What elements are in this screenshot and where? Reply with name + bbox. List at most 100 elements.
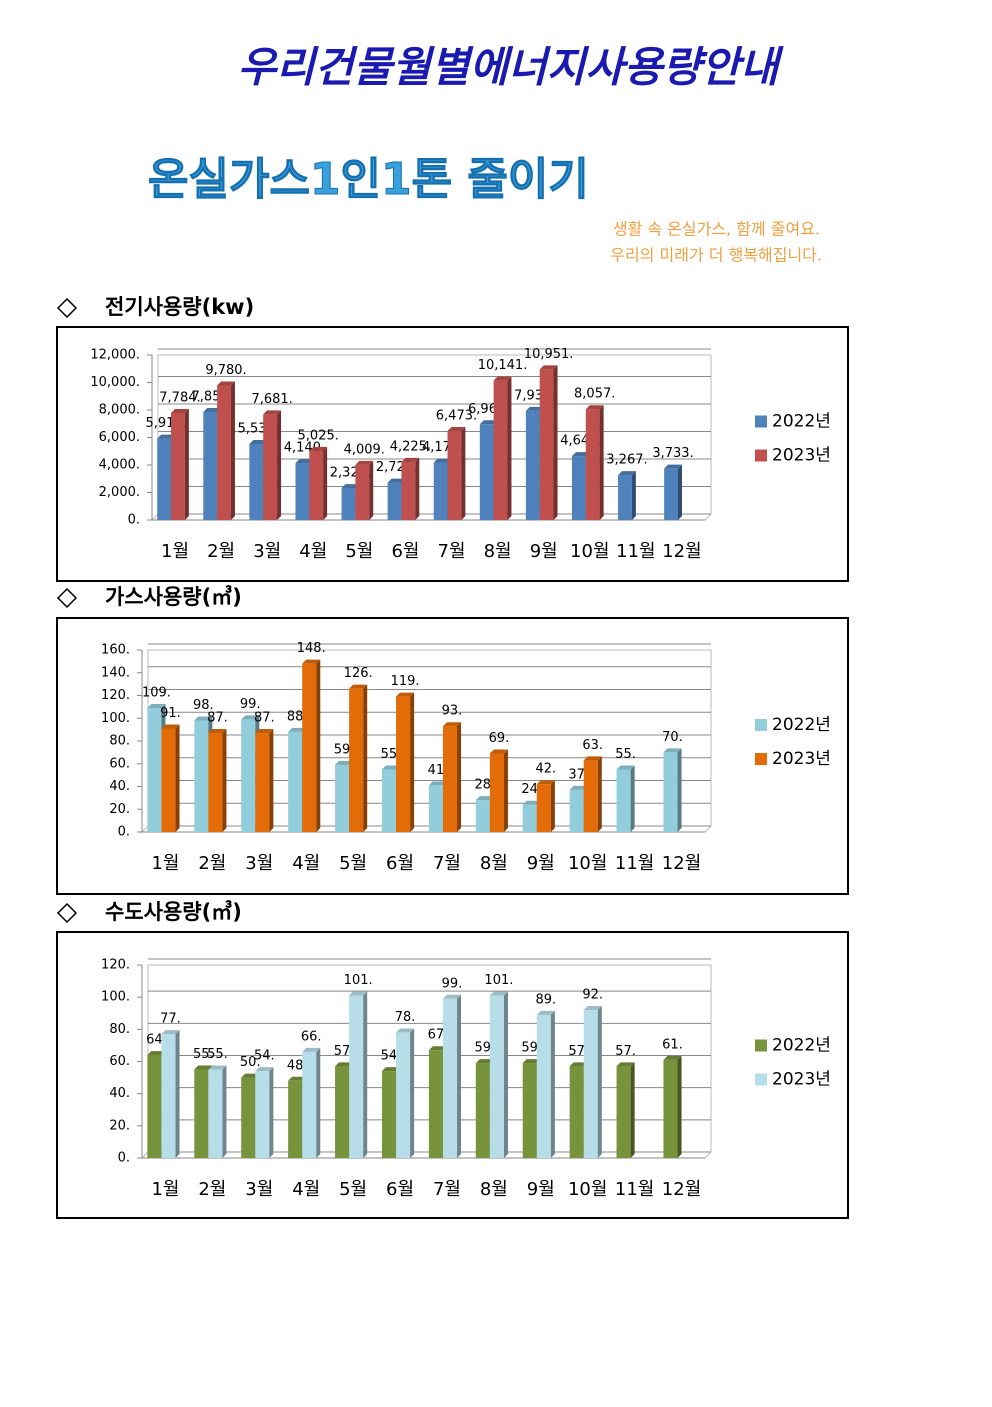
y-tick-label: 0. <box>118 1151 130 1166</box>
y-tick-label: 12,000. <box>90 348 140 363</box>
x-tick-label: 6월 <box>391 541 419 562</box>
bar <box>161 724 180 832</box>
y-tick-label: 100. <box>101 711 130 726</box>
bar <box>302 1047 321 1158</box>
x-tick-label: 1월 <box>151 853 179 874</box>
page-title: 우리건물월별에너지사용량안내 <box>238 43 784 92</box>
value-label: 92. <box>582 988 603 1003</box>
value-label: 7,784. <box>159 390 200 405</box>
x-tick-label: 6월 <box>386 1179 414 1200</box>
y-tick-label: 20. <box>109 1118 130 1133</box>
value-label: 109. <box>142 686 171 701</box>
value-label: 101. <box>484 973 513 988</box>
value-label: 42. <box>535 762 556 777</box>
value-label: 77. <box>160 1012 181 1027</box>
x-tick-label: 8월 <box>484 541 512 562</box>
y-tick-label: 140. <box>101 665 130 680</box>
section-heading: 수도사용량(㎥) <box>105 900 242 924</box>
legend-swatch <box>755 1039 767 1052</box>
x-tick-label: 7월 <box>438 541 466 562</box>
x-tick-label: 10월 <box>568 1179 607 1200</box>
legend-swatch <box>755 719 767 731</box>
y-tick-label: 4,000. <box>99 458 140 473</box>
x-tick-label: 11월 <box>616 541 655 562</box>
x-tick-label: 4월 <box>292 1179 320 1200</box>
x-tick-label: 4월 <box>299 541 327 562</box>
value-label: 93. <box>442 704 463 719</box>
x-tick-label: 7월 <box>433 853 461 874</box>
section-heading: 가스사용량(㎥) <box>105 585 242 609</box>
x-tick-label: 8월 <box>480 1179 508 1200</box>
bar <box>396 692 415 832</box>
x-tick-label: 2월 <box>198 1179 226 1200</box>
y-tick-label: 6,000. <box>99 430 140 445</box>
bar <box>309 446 328 520</box>
bar <box>447 426 466 520</box>
x-tick-label: 4월 <box>292 853 320 874</box>
y-tick-label: 0. <box>118 825 130 840</box>
value-label: 54. <box>254 1049 275 1064</box>
bar <box>536 1010 555 1158</box>
legend-label: 2023년 <box>772 749 831 769</box>
diamond-icon <box>56 902 78 924</box>
bar <box>171 408 189 520</box>
bar <box>442 994 462 1158</box>
value-label: 91. <box>160 706 181 721</box>
value-label: 101. <box>344 973 373 988</box>
x-tick-label: 2월 <box>207 541 235 562</box>
x-tick-label: 11월 <box>615 1179 654 1200</box>
value-label: 3,733. <box>652 446 693 461</box>
value-label: 8,057. <box>574 387 615 402</box>
banner-line: 우리의 미래가 더 행복해집니다. <box>610 246 822 265</box>
value-label: 66. <box>301 1029 322 1044</box>
bar <box>616 765 635 832</box>
bar <box>349 991 368 1158</box>
value-label: 9,780. <box>205 363 246 378</box>
bar <box>255 729 274 832</box>
y-tick-label: 80. <box>109 1022 130 1037</box>
banner-line: 생활 속 온실가스, 함께 줄여요. <box>613 220 820 239</box>
y-tick-label: 120. <box>101 958 130 973</box>
value-label: 57. <box>615 1044 636 1059</box>
x-tick-label: 3월 <box>245 853 273 874</box>
bar <box>349 684 368 832</box>
value-label: 126. <box>344 666 373 681</box>
value-label: 99. <box>240 697 261 712</box>
value-label: 3,267. <box>606 453 647 468</box>
bar <box>493 376 512 520</box>
value-label: 5,025. <box>298 428 339 443</box>
x-tick-label: 8월 <box>480 853 508 874</box>
value-label: 99. <box>442 976 463 991</box>
y-tick-label: 160. <box>101 643 130 658</box>
y-tick-label: 120. <box>101 688 130 703</box>
bar <box>616 1062 635 1158</box>
slogan: 온실가스1인1톤 줄이기 <box>148 154 589 205</box>
x-tick-label: 9월 <box>530 541 558 562</box>
y-tick-label: 0. <box>128 513 140 528</box>
bar <box>401 457 420 520</box>
bar <box>208 1065 227 1158</box>
y-tick-label: 40. <box>109 1086 130 1101</box>
value-label: 89. <box>535 992 556 1007</box>
bar <box>489 991 508 1158</box>
bar <box>663 748 682 832</box>
y-tick-label: 80. <box>109 734 130 749</box>
x-tick-label: 3월 <box>245 1179 273 1200</box>
x-tick-label: 12월 <box>662 541 701 562</box>
x-tick-label: 10월 <box>568 853 607 874</box>
x-tick-label: 11월 <box>615 853 654 874</box>
legend-swatch <box>755 449 767 462</box>
x-tick-label: 9월 <box>527 853 555 874</box>
x-tick-label: 1월 <box>151 1179 179 1200</box>
y-tick-label: 2,000. <box>99 485 140 500</box>
value-label: 10,951. <box>524 347 574 362</box>
legend-label: 2023년 <box>772 1070 831 1090</box>
value-label: 70. <box>662 730 683 745</box>
bar <box>302 659 321 832</box>
value-label: 55. <box>193 1047 214 1062</box>
value-label: 61. <box>662 1037 683 1052</box>
x-tick-label: 1월 <box>161 541 189 562</box>
bar <box>539 365 558 520</box>
y-tick-label: 40. <box>109 779 130 794</box>
x-tick-label: 9월 <box>527 1179 555 1200</box>
